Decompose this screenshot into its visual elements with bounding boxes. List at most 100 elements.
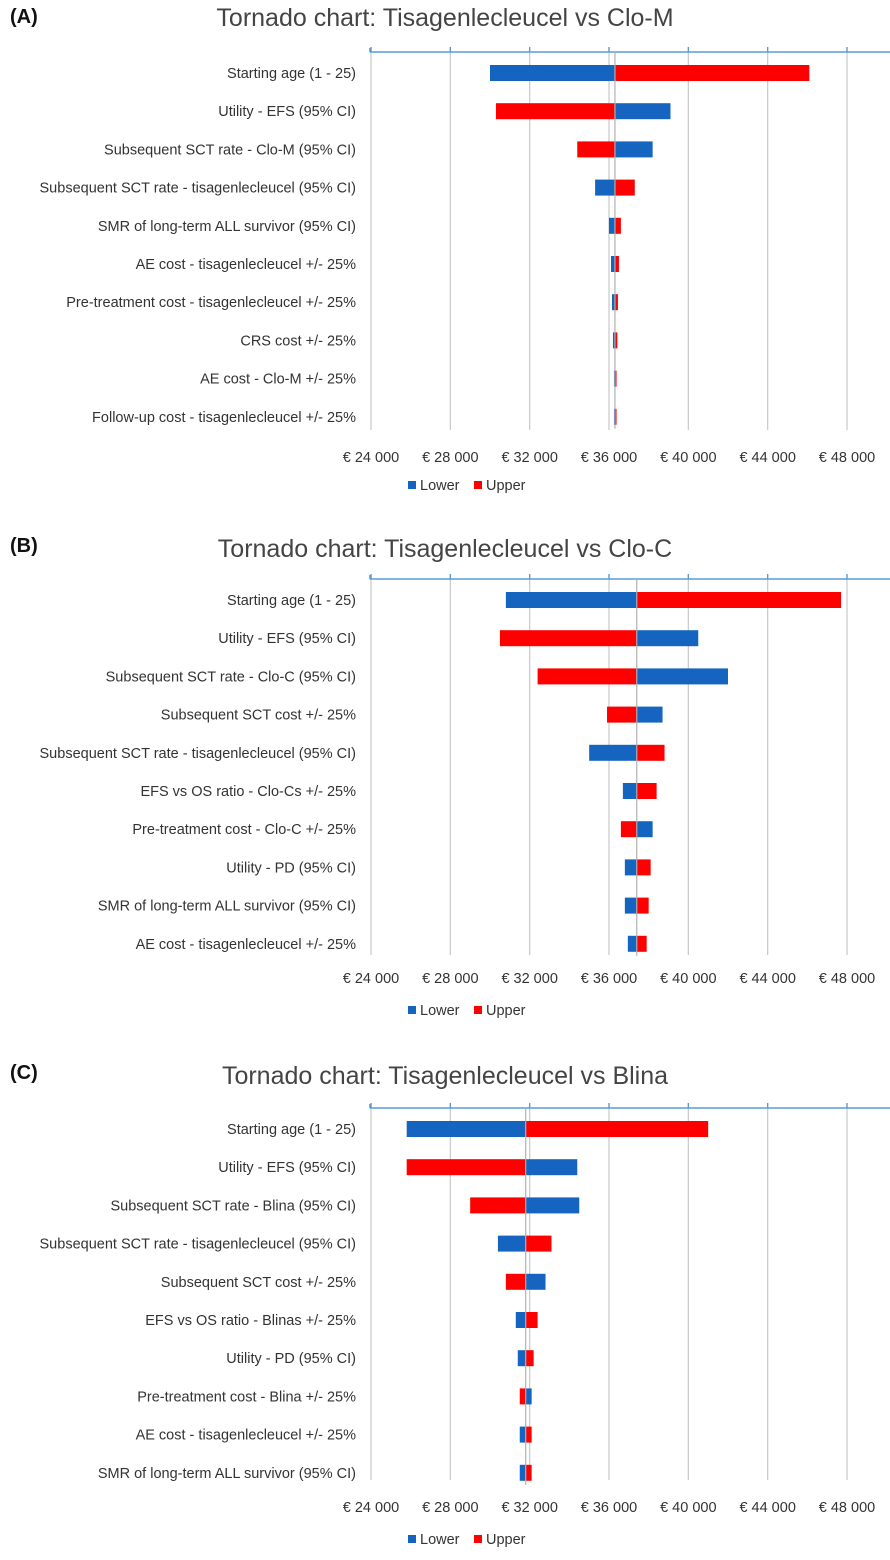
bar-lower <box>636 706 663 723</box>
category-label: Follow-up cost - tisagenlecleucel +/- 25… <box>92 410 356 426</box>
category-label: Pre-treatment cost - Clo-C +/- 25% <box>132 822 356 838</box>
category-label: Subsequent SCT cost +/- 25% <box>161 1275 356 1291</box>
tick-label: € 36 000 <box>581 971 637 987</box>
category-label: Utility - EFS (95% CI) <box>218 631 356 647</box>
bar-upper <box>614 65 810 81</box>
category-label: Pre-treatment cost - Blina +/- 25% <box>137 1389 356 1405</box>
bar-upper <box>519 1388 526 1405</box>
bar-lower <box>519 1426 526 1443</box>
category-label: Utility - EFS (95% CI) <box>218 1160 356 1176</box>
category-label: EFS vs OS ratio - Blinas +/- 25% <box>145 1313 356 1329</box>
bar-upper <box>636 859 651 876</box>
tick-label: € 48 000 <box>819 971 875 987</box>
tick-label: € 44 000 <box>739 971 795 987</box>
chart-panel-b: (B) Tornado chart: Tisagenlecleucel vs C… <box>0 525 890 1035</box>
bar-lower <box>610 256 615 272</box>
tick-label: € 36 000 <box>581 450 637 466</box>
bar-upper <box>525 1121 709 1137</box>
bar-lower <box>614 141 653 158</box>
tick-label: € 28 000 <box>422 450 478 466</box>
bar-lower <box>505 592 637 608</box>
bar-upper <box>505 1273 526 1290</box>
legend-swatch-lower <box>408 1006 416 1014</box>
bar-upper <box>614 179 635 196</box>
bar-upper <box>495 103 615 120</box>
bar-lower <box>622 783 637 799</box>
bar-upper <box>636 744 665 761</box>
category-label: SMR of long-term ALL survivor (95% CI) <box>98 219 356 235</box>
category-label: AE cost - tisagenlecleucel +/- 25% <box>136 937 357 953</box>
legend-label-lower: Lower <box>420 1003 460 1019</box>
category-label: Subsequent SCT cost +/- 25% <box>161 708 356 724</box>
legend-label-upper: Upper <box>486 1532 526 1548</box>
legend-swatch-upper <box>474 481 482 489</box>
bar-upper <box>525 1464 532 1481</box>
bar-lower <box>525 1273 546 1290</box>
category-label: Subsequent SCT rate - Clo-M (95% CI) <box>104 142 356 158</box>
category-label: CRS cost +/- 25% <box>240 333 356 349</box>
panel-letter: (C) <box>10 1062 38 1084</box>
category-label: Subsequent SCT rate - tisagenlecleucel (… <box>40 746 356 762</box>
category-label: AE cost - tisagenlecleucel +/- 25% <box>136 257 357 273</box>
bar-upper <box>636 592 842 608</box>
bar-upper <box>614 332 618 349</box>
chart-title: Tornado chart: Tisagenlecleucel vs Clo-M <box>216 4 674 32</box>
bar-upper <box>525 1426 532 1443</box>
bar-lower <box>612 332 615 349</box>
bar-lower <box>525 1388 532 1405</box>
tick-label: € 44 000 <box>739 450 795 466</box>
legend-swatch-upper <box>474 1535 482 1543</box>
legend-swatch-upper <box>474 1006 482 1014</box>
tick-label: € 48 000 <box>819 450 875 466</box>
legend-label-upper: Upper <box>486 478 526 494</box>
tick-label: € 32 000 <box>501 450 557 466</box>
category-label: Utility - EFS (95% CI) <box>218 104 356 120</box>
tick-label: € 24 000 <box>343 450 399 466</box>
chart-panel-c: (C) Tornado chart: Tisagenlecleucel vs B… <box>0 1050 890 1560</box>
bar-upper <box>614 256 619 272</box>
bar-upper <box>499 630 637 647</box>
bar-lower <box>636 630 699 647</box>
tick-label: € 40 000 <box>660 971 716 987</box>
tick-label: € 40 000 <box>660 450 716 466</box>
bar-upper <box>406 1159 526 1176</box>
legend-label-lower: Lower <box>420 1532 460 1548</box>
bar-lower <box>636 668 728 685</box>
bar-lower <box>624 859 637 876</box>
category-label: EFS vs OS ratio - Clo-Cs +/- 25% <box>140 784 356 800</box>
legend-swatch-lower <box>408 1535 416 1543</box>
tick-label: € 24 000 <box>343 971 399 987</box>
bar-lower <box>636 821 653 838</box>
bar-upper <box>636 783 657 799</box>
category-label: AE cost - Clo-M +/- 25% <box>200 372 356 388</box>
category-label: Subsequent SCT rate - tisagenlecleucel (… <box>40 1237 356 1253</box>
bar-lower <box>406 1121 526 1137</box>
bar-upper <box>577 141 615 158</box>
panel-letter: (A) <box>10 6 38 28</box>
tornado-chart: Starting age (1 - 25) Utility - EFS (95% … <box>40 574 890 1019</box>
category-label: Starting age (1 - 25) <box>227 1122 356 1138</box>
tick-label: € 40 000 <box>660 1500 716 1516</box>
bar-lower <box>515 1312 526 1328</box>
chart-panel-a: (A) Tornado chart: Tisagenlecleucel vs C… <box>0 0 890 510</box>
tick-label: € 28 000 <box>422 971 478 987</box>
bar-upper <box>636 935 647 952</box>
bar-upper <box>614 408 617 425</box>
tick-label: € 44 000 <box>739 1500 795 1516</box>
bar-upper <box>614 294 618 311</box>
bar-lower <box>497 1235 526 1252</box>
bar-upper <box>525 1235 552 1252</box>
category-label: Subsequent SCT rate - Clo-C (95% CI) <box>106 669 356 685</box>
bar-upper <box>614 370 617 387</box>
bar-upper <box>614 217 621 234</box>
bar-lower <box>519 1464 526 1481</box>
category-label: Pre-treatment cost - tisagenlecleucel +/… <box>66 295 356 311</box>
tornado-chart: Starting age (1 - 25) Utility - EFS (95% … <box>40 1103 890 1548</box>
bar-lower <box>609 217 615 234</box>
bar-lower <box>611 294 615 311</box>
bar-lower <box>517 1350 526 1367</box>
category-label: AE cost - tisagenlecleucel +/- 25% <box>136 1428 357 1444</box>
bar-lower <box>525 1159 578 1176</box>
chart-title: Tornado chart: Tisagenlecleucel vs Clo-C <box>217 535 673 563</box>
bar-lower <box>627 935 637 952</box>
